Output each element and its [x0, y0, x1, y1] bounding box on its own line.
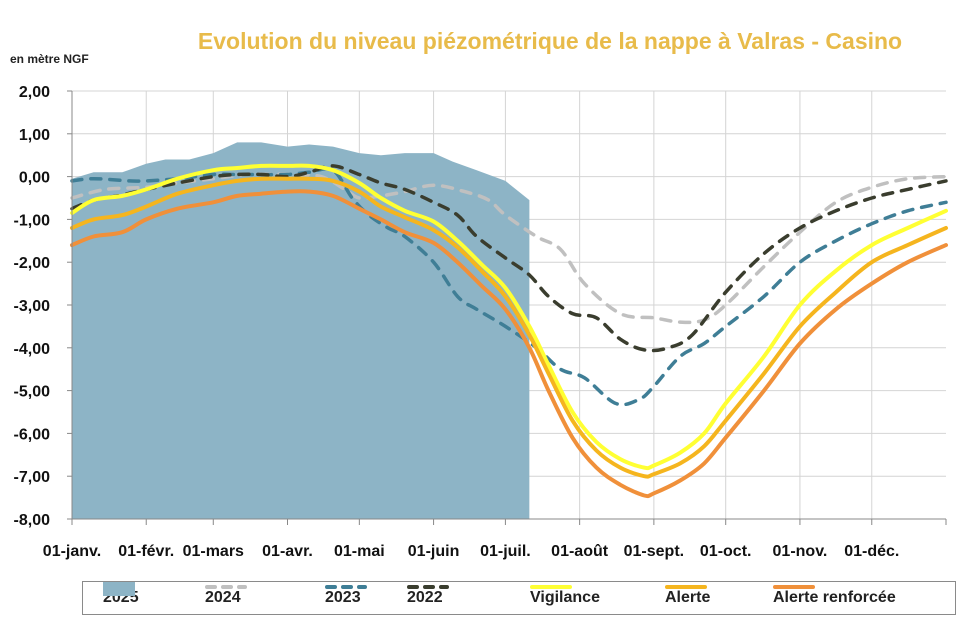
chart-title: Evolution du niveau piézométrique de la … [197, 28, 903, 54]
axes [67, 90, 947, 525]
y-tick-label: 1,00 [19, 127, 50, 144]
y-tick-label: -8,00 [14, 512, 51, 529]
y-tick-label: -6,00 [14, 426, 51, 443]
area-series [72, 142, 530, 519]
y-tick-label: -7,00 [14, 469, 51, 486]
line-series-alerte-renforcee [70, 189, 948, 499]
legend-item-alerte: Alerte [665, 582, 710, 614]
y-tick-label: -4,00 [14, 341, 51, 358]
legend: 2025 2024 2023 2022 Vigilance Alerte Alerte re… [82, 581, 956, 615]
x-tick-label: 01-oct. [700, 543, 752, 560]
x-tick-label: 01-déc. [844, 543, 899, 560]
legend-swatch [530, 585, 572, 589]
legend-swatch [407, 585, 449, 589]
legend-label: Alerte renforcée [773, 589, 896, 606]
line-series-alerte [70, 176, 948, 479]
x-tick-label: 01-janv. [43, 543, 101, 560]
y-tick-label: 2,00 [19, 84, 50, 101]
x-tick-label: 01-févr. [118, 543, 174, 560]
y-tick-labels: 2,00 1,00 0,00 -1,00 -2,00 -3,00 -4,00 -5,00 -6,… [14, 84, 51, 529]
legend-swatch [205, 585, 247, 589]
x-tick-label: 01-nov. [773, 543, 828, 560]
legend-label: Vigilance [530, 589, 600, 606]
legend-swatch [773, 585, 815, 589]
y-tick-label: -1,00 [14, 212, 51, 229]
legend-item-2024: 2024 [205, 582, 247, 614]
y-tick-label: -5,00 [14, 384, 51, 401]
y-axis-unit-label: en mètre NGF [10, 52, 89, 66]
legend-item-2025: 2025 [103, 582, 139, 614]
line-series [70, 163, 948, 499]
x-tick-label: 01-août [551, 543, 609, 560]
line-series-vigilance [70, 163, 948, 471]
legend-label: 2024 [205, 589, 241, 606]
x-tick-label: 01-juil. [480, 543, 531, 560]
y-tick-label: 0,00 [19, 170, 50, 187]
x-tick-label: 01-juin [408, 543, 460, 560]
x-tick-label: 01-mai [334, 543, 385, 560]
legend-swatch [103, 582, 135, 596]
x-tick-labels: 01-janv. 01-févr. 01-mars 01-avr. 01-mai 01-j… [43, 543, 900, 560]
x-tick-label: 01-sept. [624, 543, 684, 560]
legend-label: Alerte [665, 589, 711, 606]
line-series-2022 [70, 164, 948, 353]
legend-swatch [665, 585, 707, 589]
legend-label: 2022 [407, 589, 443, 606]
legend-item-2023: 2023 [325, 582, 367, 614]
y-tick-label: -3,00 [14, 298, 51, 315]
y-tick-label: -2,00 [14, 255, 51, 272]
legend-item-2022: 2022 [407, 582, 449, 614]
x-tick-label: 01-avr. [262, 543, 313, 560]
legend-item-alerte-renforcee: Alerte renforcée [773, 582, 896, 614]
x-tick-label: 01-mars [183, 543, 244, 560]
legend-item-vigilance: Vigilance [530, 582, 600, 614]
area-series-2025 [72, 142, 530, 519]
legend-label: 2023 [325, 589, 361, 606]
legend-swatch [325, 585, 367, 589]
